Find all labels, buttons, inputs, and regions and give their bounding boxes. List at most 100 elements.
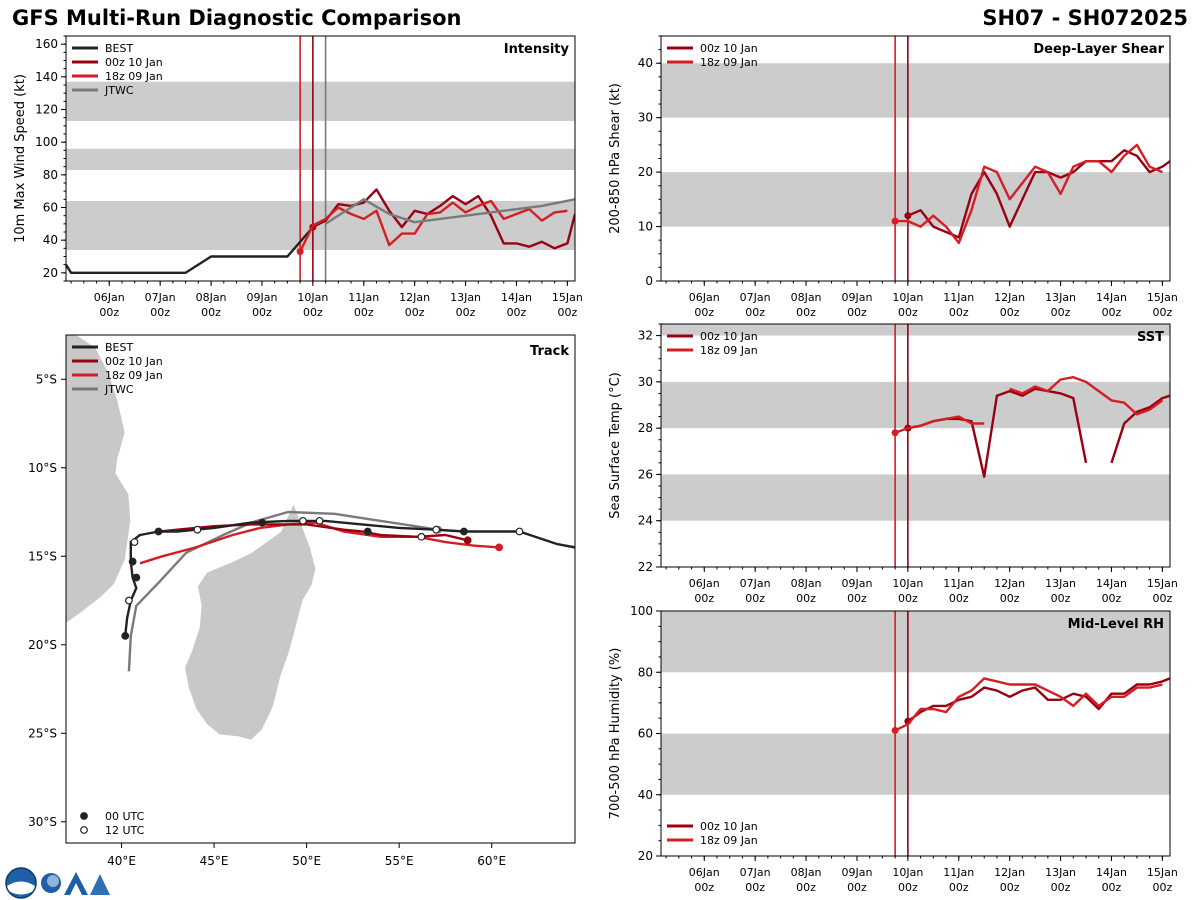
track-point: [130, 538, 139, 546]
x-tick-label: 00z: [949, 592, 969, 605]
y-tick-label: 22: [638, 560, 653, 574]
x-tick-label: 13Jan: [1045, 577, 1076, 590]
plot-area: [66, 36, 575, 281]
x-tick-label: 50°E: [292, 854, 321, 868]
x-tick-label: 08Jan: [791, 577, 822, 590]
chart-shear: 0 10 20 30 40 06Jan 00z 07Jan 00z 08Jan 00z 09Jan 00…: [608, 35, 1178, 319]
x-tick-label: 00z: [1000, 306, 1020, 319]
track-point: [193, 525, 202, 534]
x-tick-label: 07Jan: [740, 291, 771, 304]
cira-logo-icon: [41, 872, 110, 895]
x-tick-label: 14Jan: [1096, 866, 1127, 879]
plot-area: [661, 36, 1170, 281]
track-point: [463, 536, 472, 545]
y-axis-label: 10m Max Wind Speed (kt): [13, 74, 28, 243]
threshold-band: [66, 200, 575, 250]
x-tick-label: 12Jan: [994, 866, 1025, 879]
x-tick-label: 00z: [252, 306, 272, 319]
x-tick-label: 00z: [796, 592, 816, 605]
y-tick-label: 15°S: [28, 549, 57, 563]
series-line: [894, 677, 1163, 732]
y-tick-label: 40: [638, 788, 653, 802]
y-tick-label: 160: [35, 37, 58, 51]
x-tick-label: 09Jan: [841, 577, 872, 590]
x-tick-label: 06Jan: [94, 291, 125, 304]
x-tick-label: 60°E: [477, 854, 506, 868]
y-tick-label: 60: [43, 201, 58, 215]
track-point: [315, 516, 324, 525]
legend-label: BEST: [105, 42, 133, 55]
x-tick-label: 00z: [1051, 881, 1071, 894]
x-tick-label: 00z: [1102, 881, 1122, 894]
chart-sst: 22 24 26 28 30 32 06Jan 00z 07Jan 00z 08Jan 00z 09Ja…: [608, 323, 1178, 605]
x-tick-label: 00z: [898, 592, 918, 605]
x-tick-label: 11Jan: [943, 291, 974, 304]
y-tick-label: 60: [638, 727, 653, 741]
series-line: [894, 376, 1164, 434]
legend-label: 00z 10 Jan: [700, 820, 758, 833]
y-tick-label: 30: [638, 111, 653, 125]
marker-legend-label: 00 UTC: [105, 810, 145, 823]
track-point: [417, 532, 426, 541]
x-tick-label: 06Jan: [689, 291, 720, 304]
init-marker: [904, 212, 912, 220]
x-tick-label: 07Jan: [740, 866, 771, 879]
legend-label: 18z 09 Jan: [700, 56, 758, 69]
x-tick-label: 00z: [796, 306, 816, 319]
legend-label: 18z 09 Jan: [700, 834, 758, 847]
x-tick-label: 00z: [694, 592, 714, 605]
x-tick-label: 10Jan: [892, 577, 923, 590]
x-tick-label: 55°E: [385, 854, 414, 868]
x-tick-label: 00z: [201, 306, 221, 319]
legend-label: 00z 10 Jan: [700, 42, 758, 55]
x-tick-label: 00z: [1152, 881, 1172, 894]
x-tick-label: 00z: [898, 881, 918, 894]
x-tick-label: 00z: [99, 306, 119, 319]
y-tick-label: 32: [638, 329, 653, 343]
x-tick-label: 40°E: [107, 854, 136, 868]
legend-label: 00z 10 Jan: [105, 355, 163, 368]
threshold-band: [661, 611, 1170, 673]
track-point: [460, 527, 468, 536]
threshold-band: [661, 474, 1170, 521]
noaa-cira-logos: [5, 867, 110, 899]
x-tick-label: 15Jan: [1147, 577, 1178, 590]
y-tick-label: 20: [43, 266, 58, 280]
y-axis-label: Sea Surface Temp (°C): [608, 372, 623, 519]
chart-intensity: 20 40 60 80 100 120 140 160 06Jan 00z 07Jan 00z 08Ja…: [13, 35, 583, 319]
x-tick-label: 12Jan: [399, 291, 430, 304]
threshold-band: [661, 172, 1170, 227]
x-tick-label: 13Jan: [1045, 866, 1076, 879]
init-marker: [891, 429, 899, 437]
x-tick-label: 00z: [1000, 592, 1020, 605]
track-point: [121, 632, 130, 640]
x-tick-label: 00z: [847, 592, 867, 605]
x-tick-label: 00z: [507, 306, 527, 319]
track-point: [432, 525, 441, 534]
x-tick-label: 14Jan: [1096, 577, 1127, 590]
landmass-africa: [66, 335, 132, 625]
threshold-band: [661, 733, 1170, 795]
panel-title: Track: [530, 344, 569, 359]
track-point: [128, 557, 137, 566]
y-axis-label: 700-500 hPa Humidity (%): [608, 648, 623, 820]
page-title: GFS Multi-Run Diagnostic Comparison: [12, 6, 462, 30]
y-tick-label: 140: [35, 70, 58, 84]
y-axis-label: 200-850 hPa Shear (kt): [608, 83, 623, 234]
y-tick-label: 10: [638, 220, 653, 234]
x-tick-label: 06Jan: [689, 866, 720, 879]
x-tick-label: 00z: [405, 306, 425, 319]
legend-label: 00z 10 Jan: [700, 330, 758, 343]
x-tick-label: 13Jan: [450, 291, 481, 304]
x-tick-label: 00z: [1152, 306, 1172, 319]
init-marker: [891, 217, 899, 225]
y-tick-label: 10°S: [28, 461, 57, 475]
legend-label: JTWC: [104, 84, 134, 97]
x-tick-label: 00z: [354, 306, 374, 319]
y-tick-label: 20: [638, 165, 653, 179]
axes-frame: [660, 323, 1171, 568]
x-tick-label: 14Jan: [1096, 291, 1127, 304]
y-tick-label: 0: [645, 274, 653, 288]
y-tick-label: 80: [638, 665, 653, 679]
series-line: [895, 143, 1163, 245]
